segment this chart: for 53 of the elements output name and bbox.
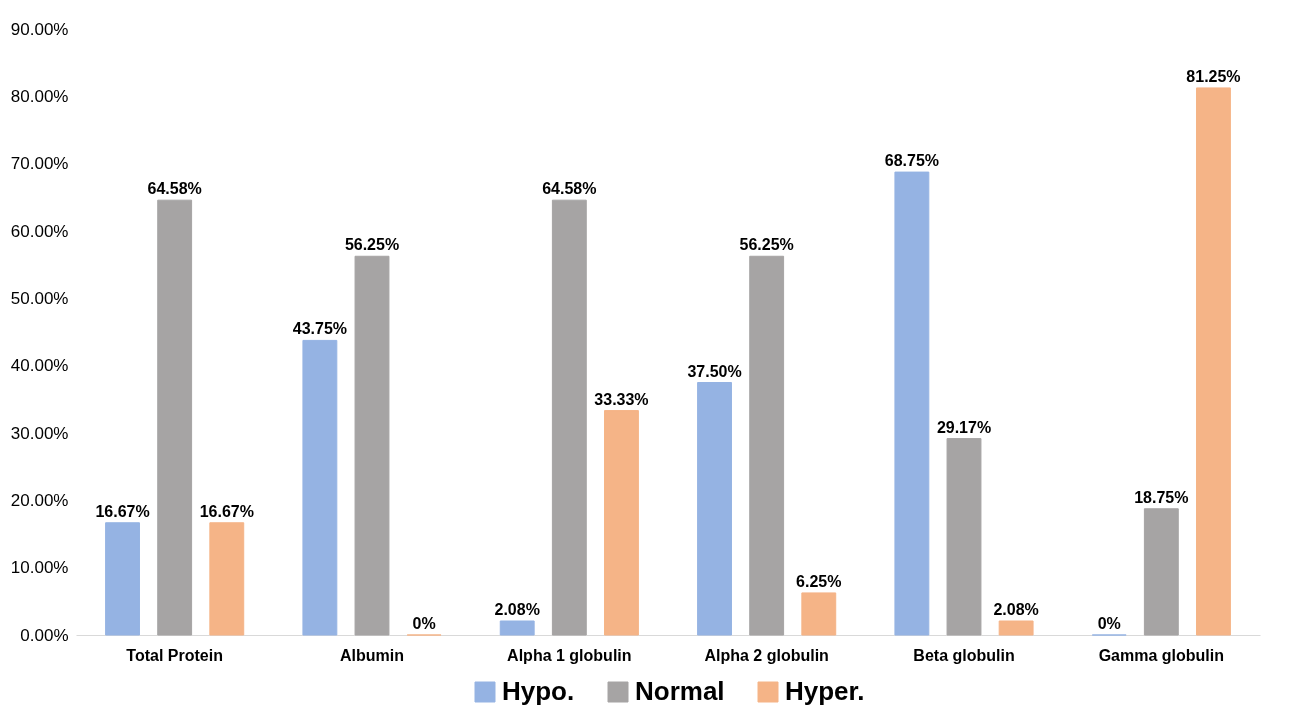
legend-label: Normal bbox=[635, 676, 725, 706]
y-tick-label: 40.00% bbox=[10, 356, 69, 376]
x-tick-label: Beta globulin bbox=[913, 646, 1015, 664]
data-label: 68.75% bbox=[884, 152, 940, 170]
x-tick-label: Total Protein bbox=[126, 646, 223, 664]
legend-label: Hypo. bbox=[502, 676, 575, 706]
data-label: 0% bbox=[1097, 615, 1121, 632]
x-tick-label: Albumin bbox=[340, 646, 404, 664]
y-tick-label: 80.00% bbox=[10, 86, 69, 106]
data-label: 56.25% bbox=[739, 236, 794, 254]
y-tick-label: 20.00% bbox=[10, 490, 69, 510]
x-tick-label: Alpha 1 globulin bbox=[507, 646, 632, 664]
legend-label: Hyper. bbox=[785, 676, 865, 706]
bar bbox=[1196, 87, 1231, 636]
data-label: 43.75% bbox=[292, 320, 348, 338]
bar bbox=[105, 522, 140, 636]
bar bbox=[998, 620, 1034, 636]
bar bbox=[551, 199, 587, 636]
data-label: 2.08% bbox=[993, 600, 1039, 618]
bar bbox=[946, 438, 982, 636]
data-label: 81.25% bbox=[1186, 67, 1241, 85]
data-label: 64.58% bbox=[542, 180, 597, 198]
y-tick-label: 10.00% bbox=[10, 558, 69, 578]
data-label: 33.33% bbox=[594, 390, 649, 408]
data-label: 37.50% bbox=[687, 362, 742, 380]
bar bbox=[302, 339, 338, 636]
data-label: 0% bbox=[412, 615, 436, 632]
x-tick-label: Alpha 2 globulin bbox=[704, 646, 829, 664]
bar bbox=[604, 410, 639, 636]
data-label: 2.08% bbox=[494, 600, 540, 618]
bar bbox=[157, 199, 193, 636]
data-label: 18.75% bbox=[1134, 488, 1189, 506]
data-label: 16.67% bbox=[95, 502, 150, 520]
bar bbox=[209, 522, 245, 636]
bar bbox=[697, 382, 732, 636]
bar bbox=[499, 620, 535, 636]
bar bbox=[354, 255, 390, 636]
data-label: 6.25% bbox=[796, 572, 842, 590]
bar bbox=[1143, 508, 1179, 636]
y-tick-label: 70.00% bbox=[10, 154, 69, 174]
data-label: 64.58% bbox=[147, 180, 202, 198]
y-tick-label: 50.00% bbox=[10, 288, 69, 308]
data-label: 56.25% bbox=[344, 236, 400, 254]
bar bbox=[801, 592, 837, 636]
y-tick-label: 30.00% bbox=[10, 423, 69, 443]
data-label: 16.67% bbox=[199, 502, 254, 520]
y-tick-label: 0.00% bbox=[20, 625, 69, 645]
y-tick-label: 60.00% bbox=[10, 221, 69, 241]
x-tick-label: Gamma globulin bbox=[1098, 646, 1225, 664]
y-tick-label: 90.00% bbox=[10, 19, 69, 39]
data-label: 29.17% bbox=[936, 418, 992, 436]
bar bbox=[894, 171, 930, 636]
bar bbox=[749, 255, 785, 636]
